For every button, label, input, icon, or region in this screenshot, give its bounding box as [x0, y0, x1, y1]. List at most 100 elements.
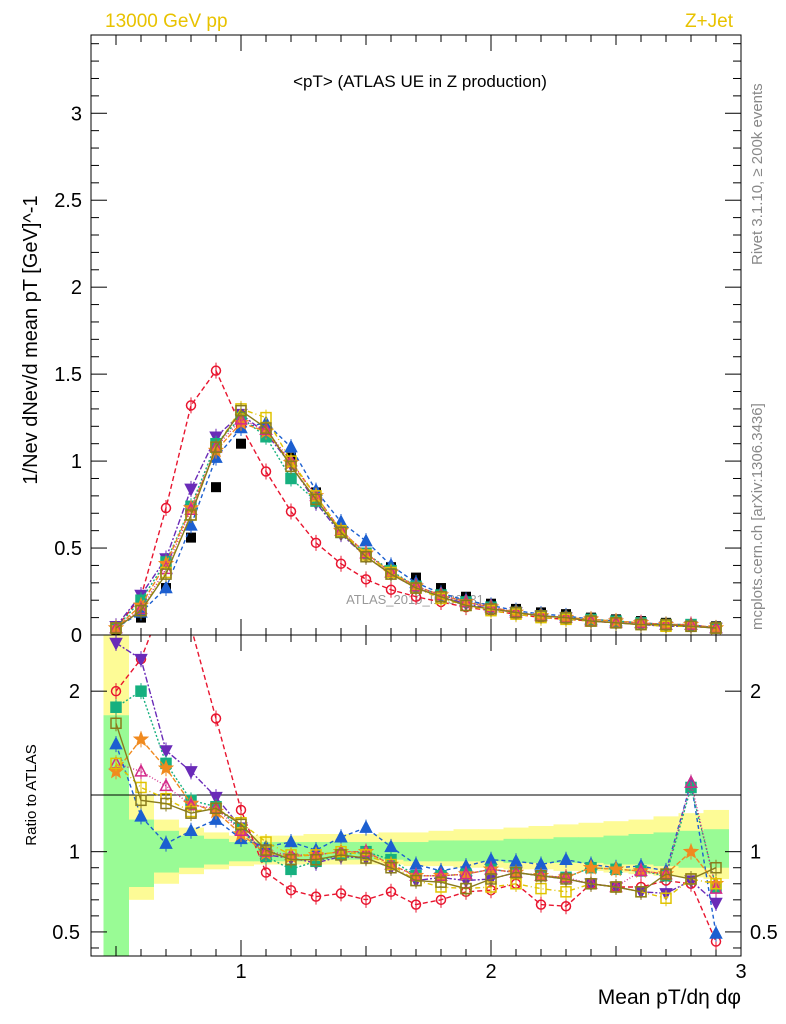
ratio-y-axis-title: Ratio to ATLAS [23, 744, 40, 845]
ratio-series-1-point [559, 852, 573, 865]
main-series-1-point [159, 580, 173, 594]
main-series-7-point [685, 620, 697, 633]
ratio-series-4-point [132, 730, 150, 747]
main-series-7-point [510, 606, 522, 619]
ratio-series-4-point [607, 860, 625, 877]
main-plot-panel: <pT> (ATLAS UE in Z production) ATLAS_20… [20, 34, 742, 647]
ratio-series-0-point [235, 804, 247, 816]
main-series-7-point [335, 526, 347, 539]
main-series-0-point [310, 537, 322, 549]
ratio-axis-ticks: 0.5 0.5 1 1 2 2 1 2 3 [52, 635, 778, 983]
ratio-series-7-point [535, 870, 547, 882]
ratio-series-3-point [135, 685, 147, 697]
main-series-1-point [359, 533, 373, 547]
main-series-7-point [410, 582, 422, 594]
y-tick-label: 2.5 [54, 190, 82, 212]
ratio-series-0-point [385, 886, 397, 898]
ratio-series-5-point [634, 863, 648, 877]
inner-uncertainty-band [103, 715, 129, 956]
ratio-y-tick-label-left: 0.5 [52, 922, 80, 944]
y-tick-label: 3 [71, 103, 82, 125]
ratio-series-1-point [334, 829, 348, 843]
main-plot-title: <pT> (ATLAS UE in Z production) [293, 72, 547, 91]
ratio-y-tick-label-right: 1 [750, 842, 761, 864]
inner-uncertainty-band [178, 835, 204, 868]
ratio-series-4-point [157, 759, 175, 776]
main-series-5-point [234, 411, 248, 425]
y-tick-label: 0 [71, 625, 82, 647]
ratio-series-7-point [585, 878, 597, 890]
inner-uncertainty-band [403, 842, 429, 862]
ratio-series-7-point [685, 873, 697, 885]
ratio-series-7-point [335, 849, 347, 861]
ratio-series-2-point [709, 897, 723, 911]
main-series-7-point [185, 509, 197, 521]
ratio-series-5-point [459, 866, 473, 880]
main-series-0-point [385, 584, 397, 596]
main-series-7 [110, 402, 722, 635]
ratio-series-7-point [510, 866, 522, 879]
ratio-series-5-point [684, 775, 698, 788]
x-tick-label: 2 [485, 961, 496, 983]
ratio-y-tick-label-right: 2 [750, 681, 761, 703]
ratio-series-7-point [110, 717, 122, 730]
ratio-series-0-point [360, 894, 372, 906]
ratio-series-7-point [385, 861, 397, 874]
main-series-7-point [110, 622, 122, 634]
main-series-0-point [260, 466, 272, 477]
ratio-series-2-point [184, 766, 198, 780]
ratio-series-0-point [435, 894, 447, 906]
ratio-series-0-point [260, 867, 272, 878]
ratio-series-7-point [435, 876, 447, 888]
ratio-y-tick-label-right: 0.5 [750, 922, 778, 944]
mcplots-label: mcplots.cern.ch [arXiv:1306.3436] [749, 403, 766, 630]
ratio-series-6-point [110, 757, 122, 770]
ratio-series-2-point [134, 653, 148, 667]
main-series-7-point [285, 460, 297, 473]
ratio-series-2-point [209, 791, 223, 805]
ratio-series-7-point [485, 873, 497, 885]
ratio-series-1-point [109, 736, 123, 750]
ratio-series-0-point [535, 899, 547, 910]
ratio-series-0-point [285, 884, 297, 896]
y-tick-label: 2 [71, 277, 82, 299]
ratio-series-0-point [110, 685, 122, 697]
ratio-series-7-point [635, 886, 647, 898]
ratio-series-0-point [210, 713, 222, 724]
ratio-series-7-point [360, 852, 372, 864]
ratio-series-group [107, 635, 725, 950]
ratio-series-7-point [210, 802, 222, 815]
ratio-series-7-point [285, 853, 297, 866]
main-plot-frame [90, 34, 742, 636]
main-series-0-point [185, 400, 197, 411]
main-series-0-point [335, 558, 347, 569]
ratio-series-7-point [185, 807, 197, 819]
ratio-series-0-point [310, 891, 322, 902]
ratio-series-1-point [134, 808, 148, 822]
main-series-7-point [360, 550, 372, 563]
ratio-series-7-point [460, 882, 472, 895]
main-series-7-point [460, 599, 472, 612]
atlas-data-point [236, 438, 246, 449]
ratio-y-tick-label-left: 2 [69, 681, 80, 703]
ratio-plot-frame [90, 634, 742, 957]
header-process-label: Z+Jet [685, 11, 734, 32]
main-series-0-point [160, 502, 172, 514]
ratio-series-7-point [660, 868, 672, 880]
inner-uncertainty-band [653, 832, 679, 867]
main-series-7-point [535, 610, 547, 622]
main-series-7-point [585, 615, 597, 627]
main-series-7-point [660, 618, 672, 631]
ratio-series-0-point [410, 899, 422, 910]
ratio-series-4-point [582, 859, 600, 875]
main-series-group [107, 362, 725, 635]
ratio-series-1-point [284, 834, 298, 848]
main-series-7-point [235, 404, 247, 417]
main-series-7-point [385, 568, 397, 580]
ratio-series-6-point [660, 892, 672, 904]
ratio-plot-panel: 0.5 0.5 1 1 2 2 1 2 3 Ratio to ATLAS Mean pT/dη … [23, 634, 778, 1009]
inner-uncertainty-band [603, 835, 629, 865]
inner-uncertainty-band [203, 838, 229, 865]
ratio-series-1-point [359, 819, 373, 833]
